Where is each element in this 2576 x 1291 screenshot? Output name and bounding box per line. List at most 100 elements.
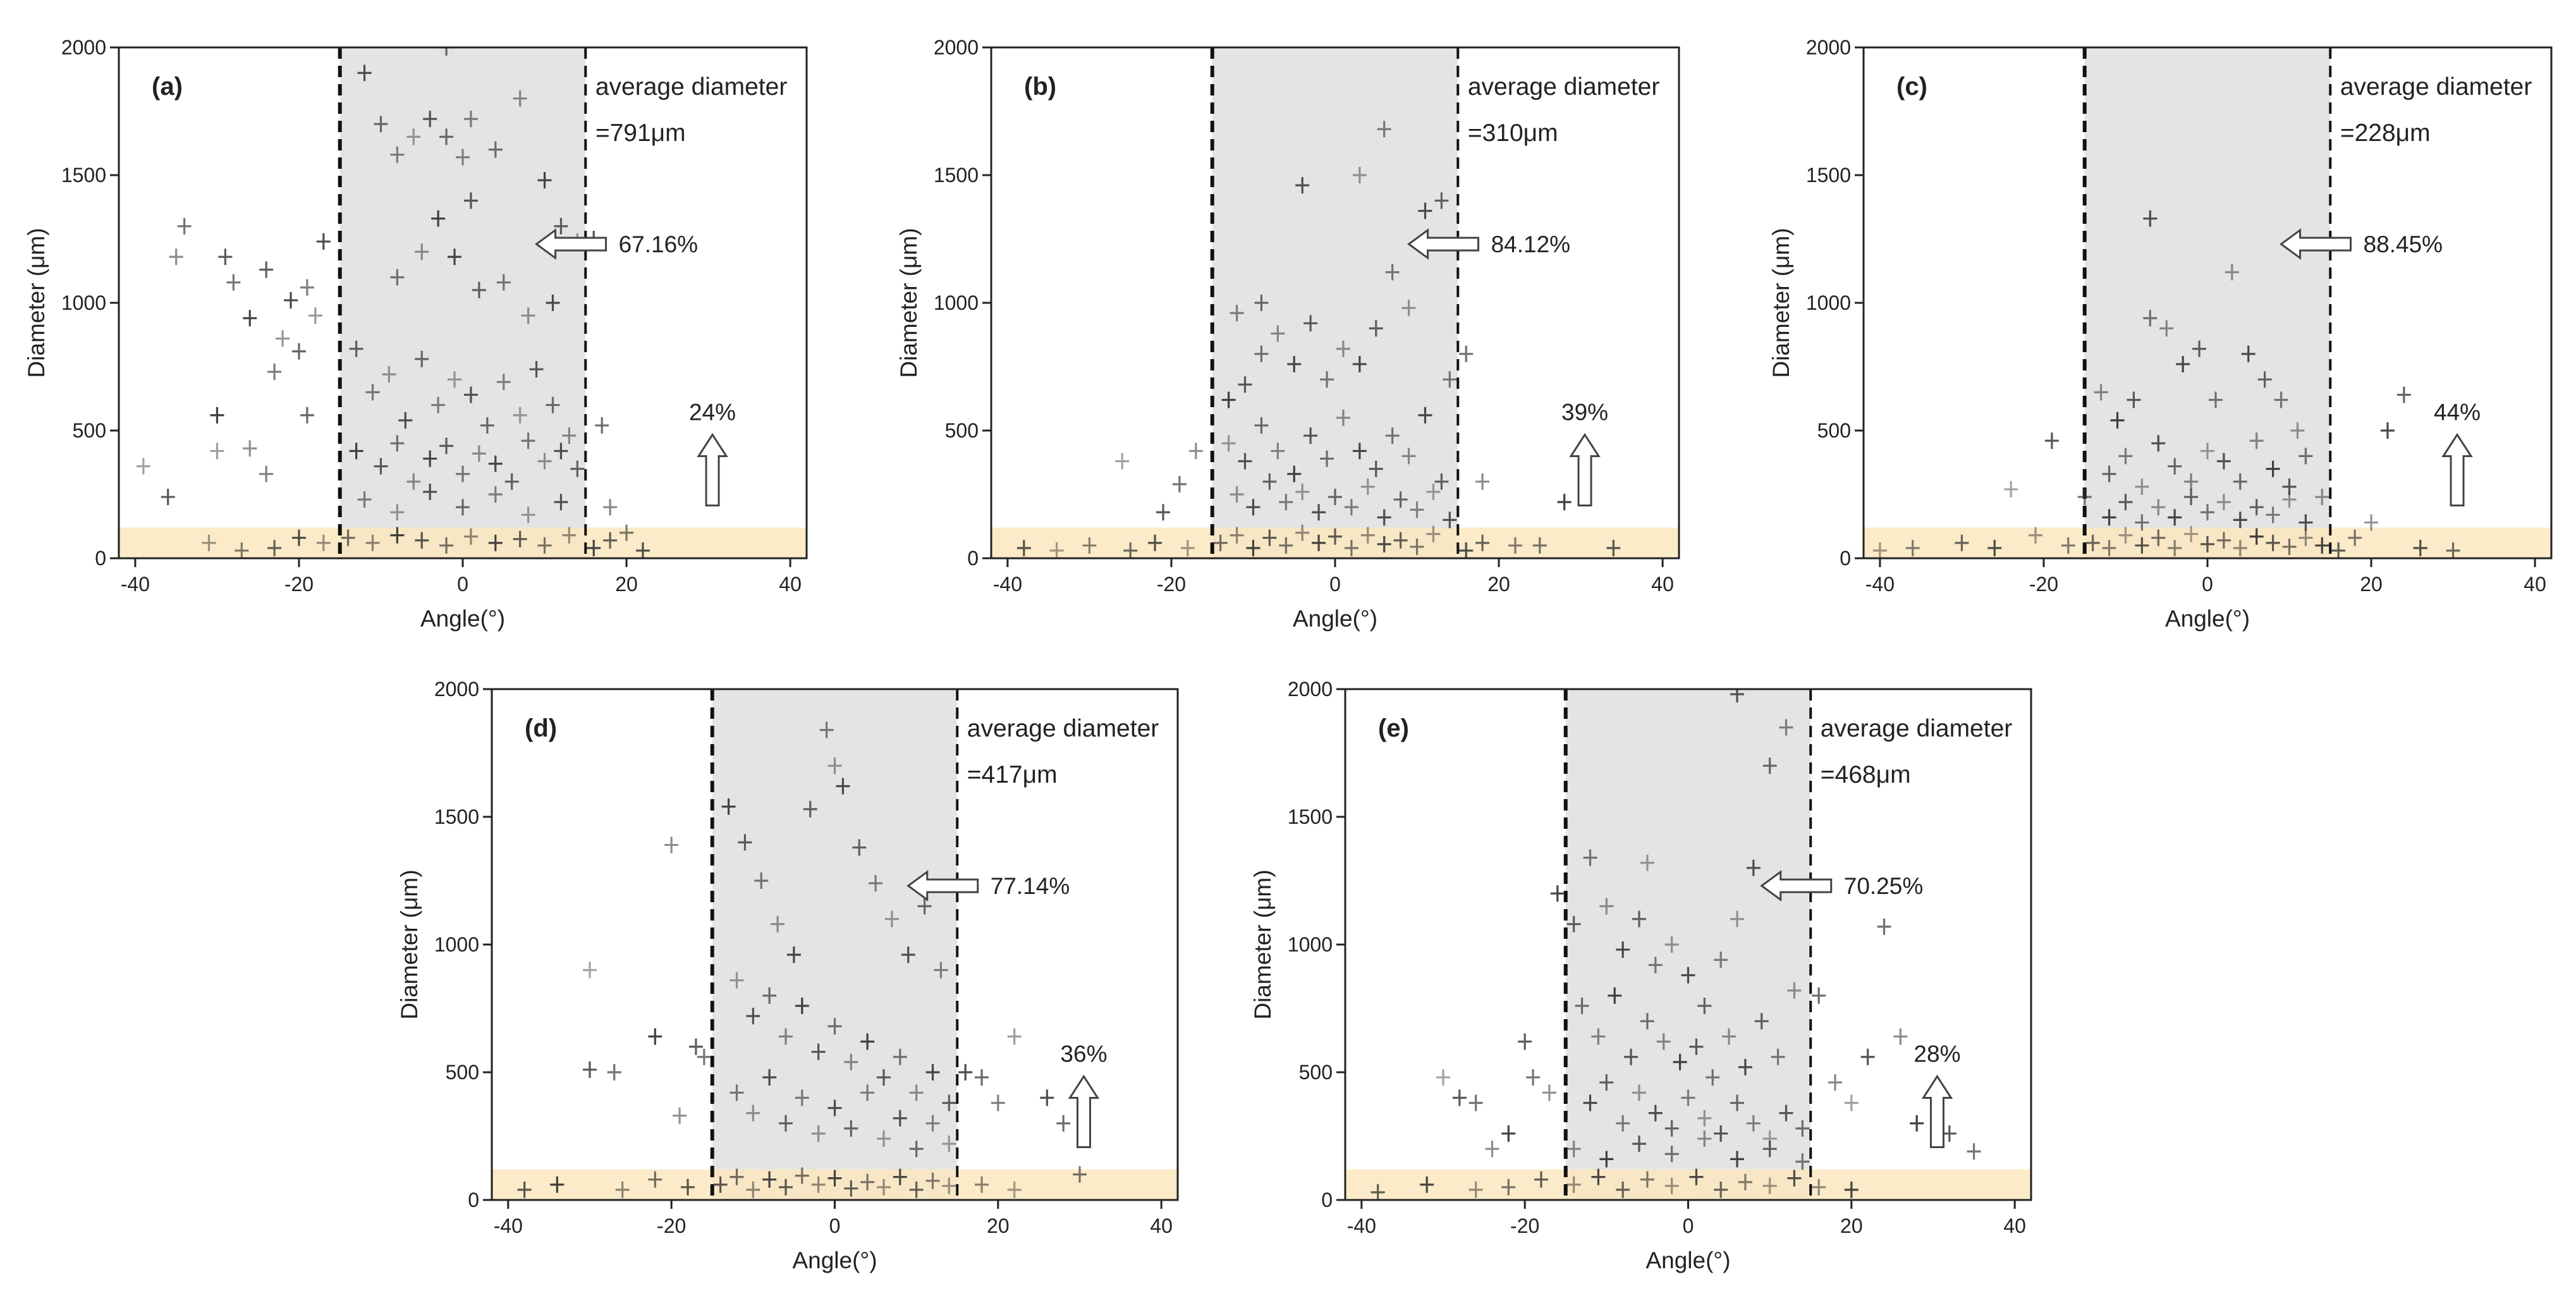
data-point — [2298, 529, 2313, 546]
data-point — [562, 527, 577, 544]
data-point — [795, 1167, 809, 1184]
data-point — [762, 987, 777, 1004]
data-point — [2151, 435, 2166, 452]
data-point — [583, 962, 597, 979]
x-tick-label: -40 — [121, 573, 150, 596]
average-diameter-value: =228μm — [2340, 119, 2431, 147]
data-point — [2135, 478, 2149, 495]
data-point — [1557, 494, 1572, 511]
y-tick-label: 0 — [95, 547, 106, 570]
data-point — [1370, 1184, 1385, 1200]
data-point — [620, 524, 634, 541]
y-tick-label: 0 — [1840, 547, 1851, 570]
data-point — [1434, 473, 1449, 490]
data-point — [2118, 494, 2133, 511]
data-point — [1336, 409, 1350, 426]
data-point — [300, 407, 314, 424]
data-point — [259, 261, 274, 278]
data-point — [357, 64, 372, 82]
average-diameter-label: average diameter — [967, 715, 1159, 742]
data-point — [1418, 202, 1432, 219]
average-diameter-value: =791μm — [595, 119, 686, 147]
data-point — [975, 1176, 989, 1193]
shaded-region — [1212, 47, 1458, 558]
data-point — [1238, 453, 1252, 470]
data-point — [415, 532, 429, 549]
average-diameter-value: =310μm — [1468, 119, 1558, 147]
data-point — [2216, 453, 2231, 470]
data-point — [1608, 987, 1622, 1004]
x-tick-label: 0 — [457, 573, 468, 596]
data-point — [729, 1084, 744, 1101]
data-point — [1434, 192, 1449, 209]
data-point — [1616, 1115, 1630, 1132]
data-point — [844, 1053, 858, 1070]
data-point — [1123, 542, 1138, 558]
average-diameter-value: =468μm — [1821, 761, 1911, 788]
data-point — [901, 946, 915, 964]
inner-percent-label: 70.25% — [1844, 873, 1924, 899]
x-tick-label: -40 — [494, 1215, 523, 1237]
data-point — [746, 1181, 760, 1198]
data-point — [893, 1048, 907, 1065]
data-point — [1385, 427, 1400, 444]
data-point — [1385, 264, 1400, 281]
data-point — [991, 1094, 1005, 1111]
data-point — [2233, 539, 2247, 556]
y-tick-label: 0 — [468, 1189, 479, 1211]
data-point — [463, 111, 478, 128]
data-point — [2208, 391, 2223, 408]
data-point — [456, 149, 470, 166]
data-point — [1599, 898, 1614, 915]
data-point — [554, 494, 568, 511]
data-point — [365, 534, 380, 551]
data-point — [1730, 689, 1744, 703]
data-point — [390, 269, 405, 286]
data-point — [779, 1028, 793, 1045]
data-point — [2364, 514, 2379, 531]
data-point — [1656, 1033, 1671, 1050]
data-point — [1352, 355, 1367, 372]
data-point — [374, 116, 388, 133]
data-point — [243, 310, 257, 327]
inner-percent-label: 67.16% — [619, 231, 699, 257]
data-point — [1336, 340, 1350, 357]
data-point — [308, 307, 322, 324]
y-tick-label: 1000 — [434, 933, 479, 956]
data-point — [1401, 300, 1416, 317]
data-point — [2233, 511, 2247, 529]
data-point — [291, 343, 306, 360]
data-point — [1967, 1143, 1981, 1160]
data-point — [513, 530, 527, 548]
data-point — [1475, 473, 1490, 490]
data-point — [390, 527, 405, 544]
data-point — [2266, 506, 2280, 523]
data-point — [415, 350, 429, 367]
data-point — [2201, 504, 2214, 521]
data-point — [1942, 1125, 1956, 1142]
data-point — [2249, 432, 2264, 450]
data-point — [1295, 177, 1310, 194]
y-tick-label: 0 — [1321, 1189, 1333, 1211]
y-axis-label: Diameter (μm) — [23, 228, 49, 377]
x-tick-label: 40 — [2524, 573, 2546, 596]
data-point — [1583, 1094, 1597, 1111]
data-point — [537, 453, 552, 470]
data-point — [1287, 355, 1302, 372]
data-point — [827, 1018, 842, 1035]
data-point — [1550, 885, 1565, 902]
data-point — [1287, 465, 1302, 482]
data-point — [390, 504, 405, 521]
data-point — [1681, 967, 1695, 984]
data-point — [1534, 1171, 1548, 1188]
data-point — [1410, 501, 1424, 518]
data-point — [1606, 539, 1621, 556]
data-point — [1271, 443, 1285, 460]
data-point — [869, 875, 883, 892]
data-point — [942, 1177, 956, 1194]
y-tick-label: 500 — [1299, 1061, 1333, 1084]
data-point — [1640, 1013, 1654, 1030]
data-point — [1566, 1141, 1581, 1158]
data-point — [1566, 1176, 1581, 1193]
